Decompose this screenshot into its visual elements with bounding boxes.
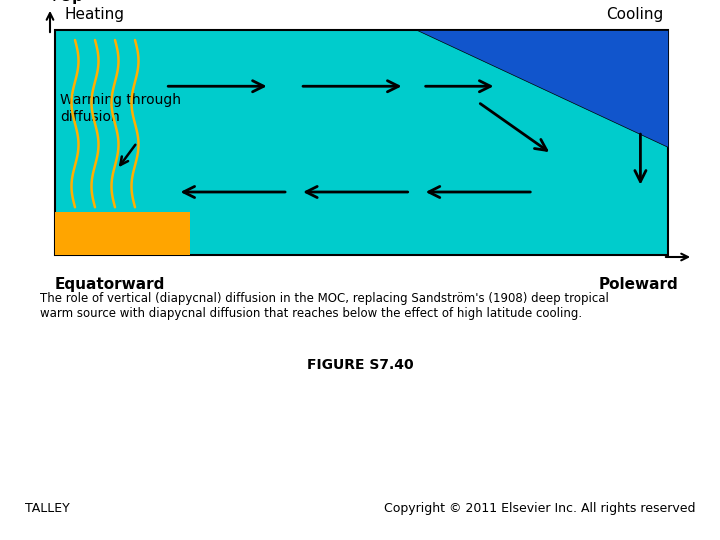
Text: FIGURE S7.40: FIGURE S7.40 — [307, 358, 413, 372]
Text: Copyright © 2011 Elsevier Inc. All rights reserved: Copyright © 2011 Elsevier Inc. All right… — [384, 502, 695, 515]
Text: Poleward: Poleward — [598, 277, 678, 292]
Text: Warming through
diffusion: Warming through diffusion — [60, 93, 181, 124]
Text: TALLEY: TALLEY — [25, 502, 70, 515]
Bar — [55, 212, 190, 255]
Text: Heating: Heating — [65, 7, 125, 22]
Text: Cooling: Cooling — [606, 7, 663, 22]
Text: Equatorward: Equatorward — [55, 277, 166, 292]
Polygon shape — [417, 30, 668, 147]
Bar — [55, 30, 668, 255]
Text: ↑Up: ↑Up — [47, 0, 83, 4]
Text: The role of vertical (diapycnal) diffusion in the MOC, replacing Sandström's (19: The role of vertical (diapycnal) diffusi… — [40, 292, 609, 320]
